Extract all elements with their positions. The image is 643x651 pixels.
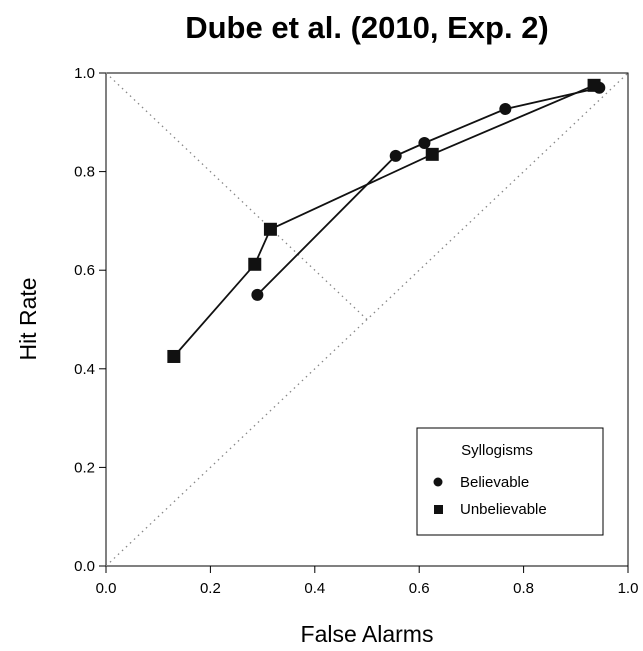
legend-label-believable: Believable (460, 474, 529, 491)
y-tick-label: 0.4 (74, 361, 95, 378)
series-layer (167, 78, 606, 363)
x-tick-label: 0.8 (513, 580, 534, 597)
legend: Syllogisms Believable Unbelievable (416, 427, 604, 536)
data-point-unbelievable (587, 78, 601, 92)
legend-box (416, 427, 604, 536)
data-point-unbelievable (263, 222, 277, 236)
data-point-believable (418, 137, 431, 150)
x-axis: 0.0 0.2 0.4 0.6 0.8 1.0 (96, 566, 639, 597)
legend-marker-unbelievable (434, 505, 443, 514)
y-tick-label: 1.0 (74, 65, 95, 82)
series-unbelievable (167, 78, 601, 363)
legend-marker-believable (433, 477, 443, 487)
y-axis: 0.0 0.2 0.4 0.6 0.8 1.0 (74, 65, 106, 575)
x-axis-label: False Alarms (301, 621, 434, 647)
series-line-believable (256, 86, 600, 296)
series-line-unbelievable (173, 84, 595, 358)
data-point-believable (251, 288, 264, 301)
y-tick-label: 0.0 (74, 558, 95, 575)
legend-label-unbelievable: Unbelievable (460, 501, 547, 518)
x-tick-label: 0.2 (200, 580, 221, 597)
data-point-unbelievable (248, 257, 262, 271)
chart-title: Dube et al. (2010, Exp. 2) (185, 10, 549, 45)
minor-diagonal-line (105, 72, 368, 320)
x-tick-label: 0.4 (304, 580, 325, 597)
y-tick-label: 0.2 (74, 459, 95, 476)
data-point-unbelievable (167, 349, 181, 363)
x-tick-label: 0.6 (409, 580, 430, 597)
series-believable (251, 81, 606, 301)
y-tick-label: 0.8 (74, 164, 95, 181)
plot-frame (105, 72, 629, 567)
data-point-unbelievable (425, 147, 439, 161)
x-tick-label: 1.0 (618, 580, 639, 597)
y-tick-label: 0.6 (74, 262, 95, 279)
x-tick-label: 0.0 (96, 580, 117, 597)
data-point-believable (499, 102, 512, 115)
data-point-believable (389, 149, 402, 162)
y-axis-label: Hit Rate (15, 277, 41, 360)
legend-title: Syllogisms (461, 442, 533, 459)
